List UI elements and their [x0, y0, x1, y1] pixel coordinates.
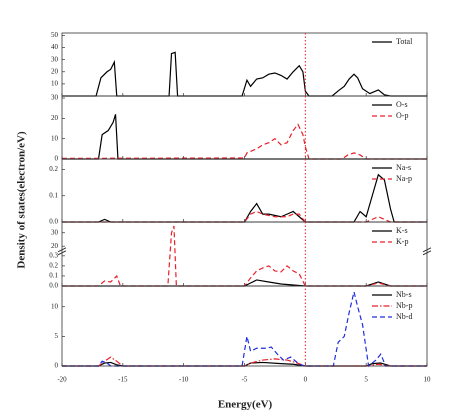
legend-label: O-s — [396, 100, 408, 109]
dos-line — [62, 279, 427, 287]
dos-line — [62, 210, 427, 223]
legend-label: Total — [396, 37, 413, 46]
y-tick-label: 10 — [51, 134, 59, 142]
y-tick-label: 10 — [51, 79, 59, 87]
y-tick-label: 0.1 — [49, 272, 58, 280]
dos-line — [62, 361, 427, 367]
dos-line — [62, 173, 427, 223]
y-tick-label: 20 — [51, 242, 59, 250]
x-tick-label: -20 — [57, 376, 67, 384]
y-tick-label: 0.0 — [49, 218, 58, 226]
x-tick-label: -15 — [118, 376, 128, 384]
legend-label: K-p — [396, 237, 408, 246]
legend-label: Nb-p — [396, 301, 412, 310]
dos-line — [62, 291, 427, 368]
y-tick-label: 50 — [51, 31, 59, 39]
y-tick-label: 5 — [55, 332, 59, 340]
axis-break — [422, 247, 432, 256]
axis-break — [57, 247, 67, 256]
x-tick-label: 0 — [304, 376, 308, 384]
y-tick-label: 10 — [51, 302, 59, 310]
y-tick-label: 40 — [51, 43, 59, 51]
dos-line — [62, 114, 427, 160]
y-tick-label: 0.1 — [49, 191, 58, 199]
y-tick-label: 20 — [51, 114, 59, 122]
x-tick-label: -10 — [179, 376, 189, 384]
dos-line — [62, 51, 427, 97]
legend-label: Na-p — [396, 174, 412, 183]
y-tick-label: 30 — [51, 55, 59, 63]
x-tick-label: -5 — [242, 376, 248, 384]
y-tick-label: 0 — [55, 155, 59, 163]
y-tick-label: 20 — [51, 67, 59, 75]
x-tick-label: 5 — [364, 376, 368, 384]
legend-label: Nb-d — [396, 312, 412, 321]
y-tick-label: 0.2 — [49, 261, 58, 269]
legend-label: Nb-s — [396, 290, 412, 299]
y-axis-label: Density of states(electron/eV) — [16, 131, 28, 269]
panel-frame — [61, 285, 428, 367]
x-tick-label: 10 — [424, 376, 432, 384]
dos-line — [61, 123, 427, 160]
y-tick-label: 0.3 — [49, 251, 58, 259]
y-tick-label: 30 — [51, 228, 59, 236]
y-tick-label: 30 — [51, 94, 59, 102]
legend-label: O-p — [396, 111, 408, 120]
legend-label: K-s — [396, 226, 408, 235]
y-tick-label: 0.2 — [49, 165, 58, 173]
y-tick-label: 0 — [55, 362, 59, 370]
dos-line — [62, 225, 427, 287]
dos-line — [62, 356, 427, 367]
legend-label: Na-s — [396, 163, 411, 172]
x-axis-label: Energy(eV) — [218, 399, 273, 411]
y-tick-label: 0.0 — [49, 282, 58, 290]
